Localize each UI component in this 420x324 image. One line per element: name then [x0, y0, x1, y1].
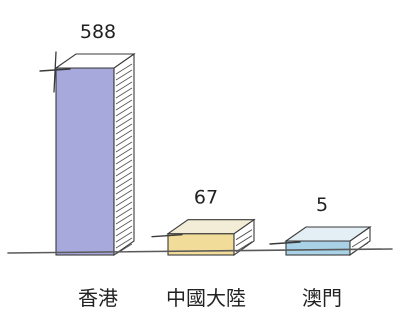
hatch-line [115, 213, 133, 225]
x-tick-label: 香港 [78, 286, 118, 310]
hatch-line [115, 225, 133, 237]
hatch-line [115, 117, 133, 129]
hatch-line [115, 219, 133, 231]
hatch-line [351, 242, 369, 254]
bar-2 [151, 218, 256, 257]
hatch-line [115, 87, 133, 99]
hatch-line [115, 129, 133, 141]
x-axis-baseline [7, 248, 393, 254]
hatch-line [115, 171, 133, 183]
hatch-line [115, 165, 133, 177]
data-label: 67 [194, 187, 218, 209]
hatch-line [115, 189, 133, 201]
hatch-line [115, 141, 133, 153]
hatch-line [115, 237, 133, 249]
hatch-line [115, 105, 133, 117]
hatch-line [115, 81, 133, 93]
bar-sketch-stroke [151, 233, 183, 238]
hatch-line [115, 159, 133, 171]
hatch-line [115, 135, 133, 147]
bar-side-hatching [351, 236, 369, 254]
bar-front-face [285, 240, 351, 256]
hatch-line [115, 63, 133, 75]
hatch-line [115, 183, 133, 195]
bar-top-face [284, 226, 372, 242]
x-tick-label: 澳門 [302, 286, 342, 310]
hatch-line [115, 147, 133, 159]
hatch-line [235, 229, 253, 241]
bar-side-hatching [115, 63, 133, 255]
hatch-line [115, 69, 133, 81]
hatch-line [115, 111, 133, 123]
bar-3 [269, 225, 372, 257]
hatch-line [115, 207, 133, 219]
hatch-line [115, 201, 133, 213]
labels-layer: 588 香港 67 中國大陸 5 澳門 [78, 21, 342, 310]
x-tick-label: 中國大陸 [166, 286, 246, 310]
data-label: 5 [316, 194, 328, 216]
hatch-line [115, 195, 133, 207]
hatch-line [235, 235, 253, 247]
hatch-line [115, 177, 133, 189]
bars-layer [39, 51, 372, 257]
sketch-mark [53, 51, 57, 93]
data-label: 588 [80, 21, 116, 43]
bar-1 [39, 52, 136, 257]
hatch-line [115, 123, 133, 135]
hatch-line [115, 93, 133, 105]
hatch-line [115, 99, 133, 111]
hatch-line [351, 236, 369, 248]
bar-front-face [55, 67, 115, 256]
bar-top-face [166, 219, 256, 235]
hatch-line [115, 231, 133, 243]
bar-top-face [54, 53, 136, 69]
hatch-line [115, 75, 133, 87]
hatch-line [115, 153, 133, 165]
bar-sketch-stroke [269, 241, 301, 245]
